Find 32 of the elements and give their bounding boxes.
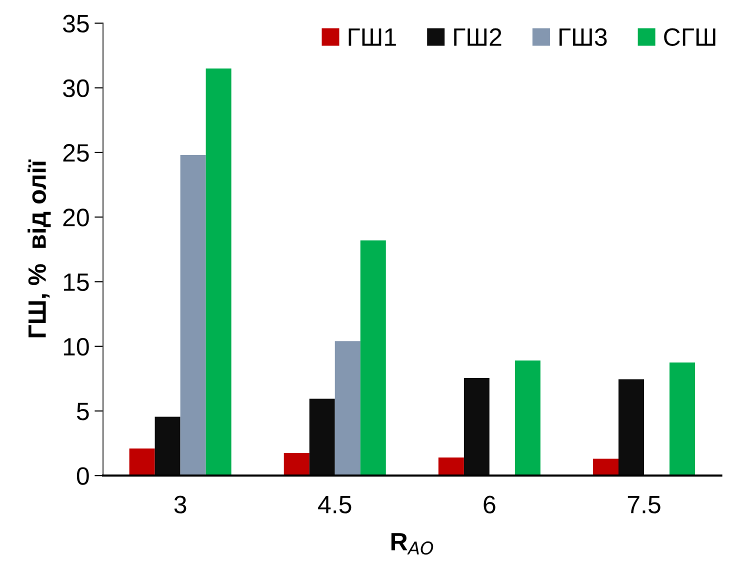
y-axis-title: ГШ, % від олії <box>28 159 51 338</box>
legend-label: ГШ2 <box>454 28 502 46</box>
y-tick-label: 0 <box>76 467 89 485</box>
bar <box>438 458 464 476</box>
y-tick-label: 15 <box>64 274 89 292</box>
legend-label: СГШ <box>664 28 716 46</box>
bar <box>129 448 155 476</box>
legend-label: ГШ1 <box>348 28 396 46</box>
y-tick-label: 10 <box>64 338 89 356</box>
bar <box>309 398 335 476</box>
x-axis-title: R$_{AO}$ <box>391 533 434 555</box>
bar <box>154 416 180 476</box>
y-tick-label: 5 <box>76 402 89 420</box>
x-tick-label: 7.5 <box>628 496 660 514</box>
y-tick-label: 35 <box>62 14 89 33</box>
bar <box>618 379 644 476</box>
bar <box>464 378 490 476</box>
x-tick-label: 3 <box>174 496 186 514</box>
bar <box>284 452 310 476</box>
bar <box>180 155 206 476</box>
y-tick-label: 30 <box>62 79 89 98</box>
bar <box>334 341 360 476</box>
legend-label: ГШ3 <box>560 28 607 46</box>
bar <box>592 458 618 476</box>
x-tick-label: 4.5 <box>318 496 352 514</box>
y-tick-label: 20 <box>63 208 89 226</box>
bar <box>206 68 232 476</box>
bar <box>360 240 386 476</box>
bar <box>670 362 696 476</box>
x-tick-label: 6 <box>484 496 496 514</box>
y-tick-label: 25 <box>63 144 89 162</box>
bar <box>514 360 540 476</box>
